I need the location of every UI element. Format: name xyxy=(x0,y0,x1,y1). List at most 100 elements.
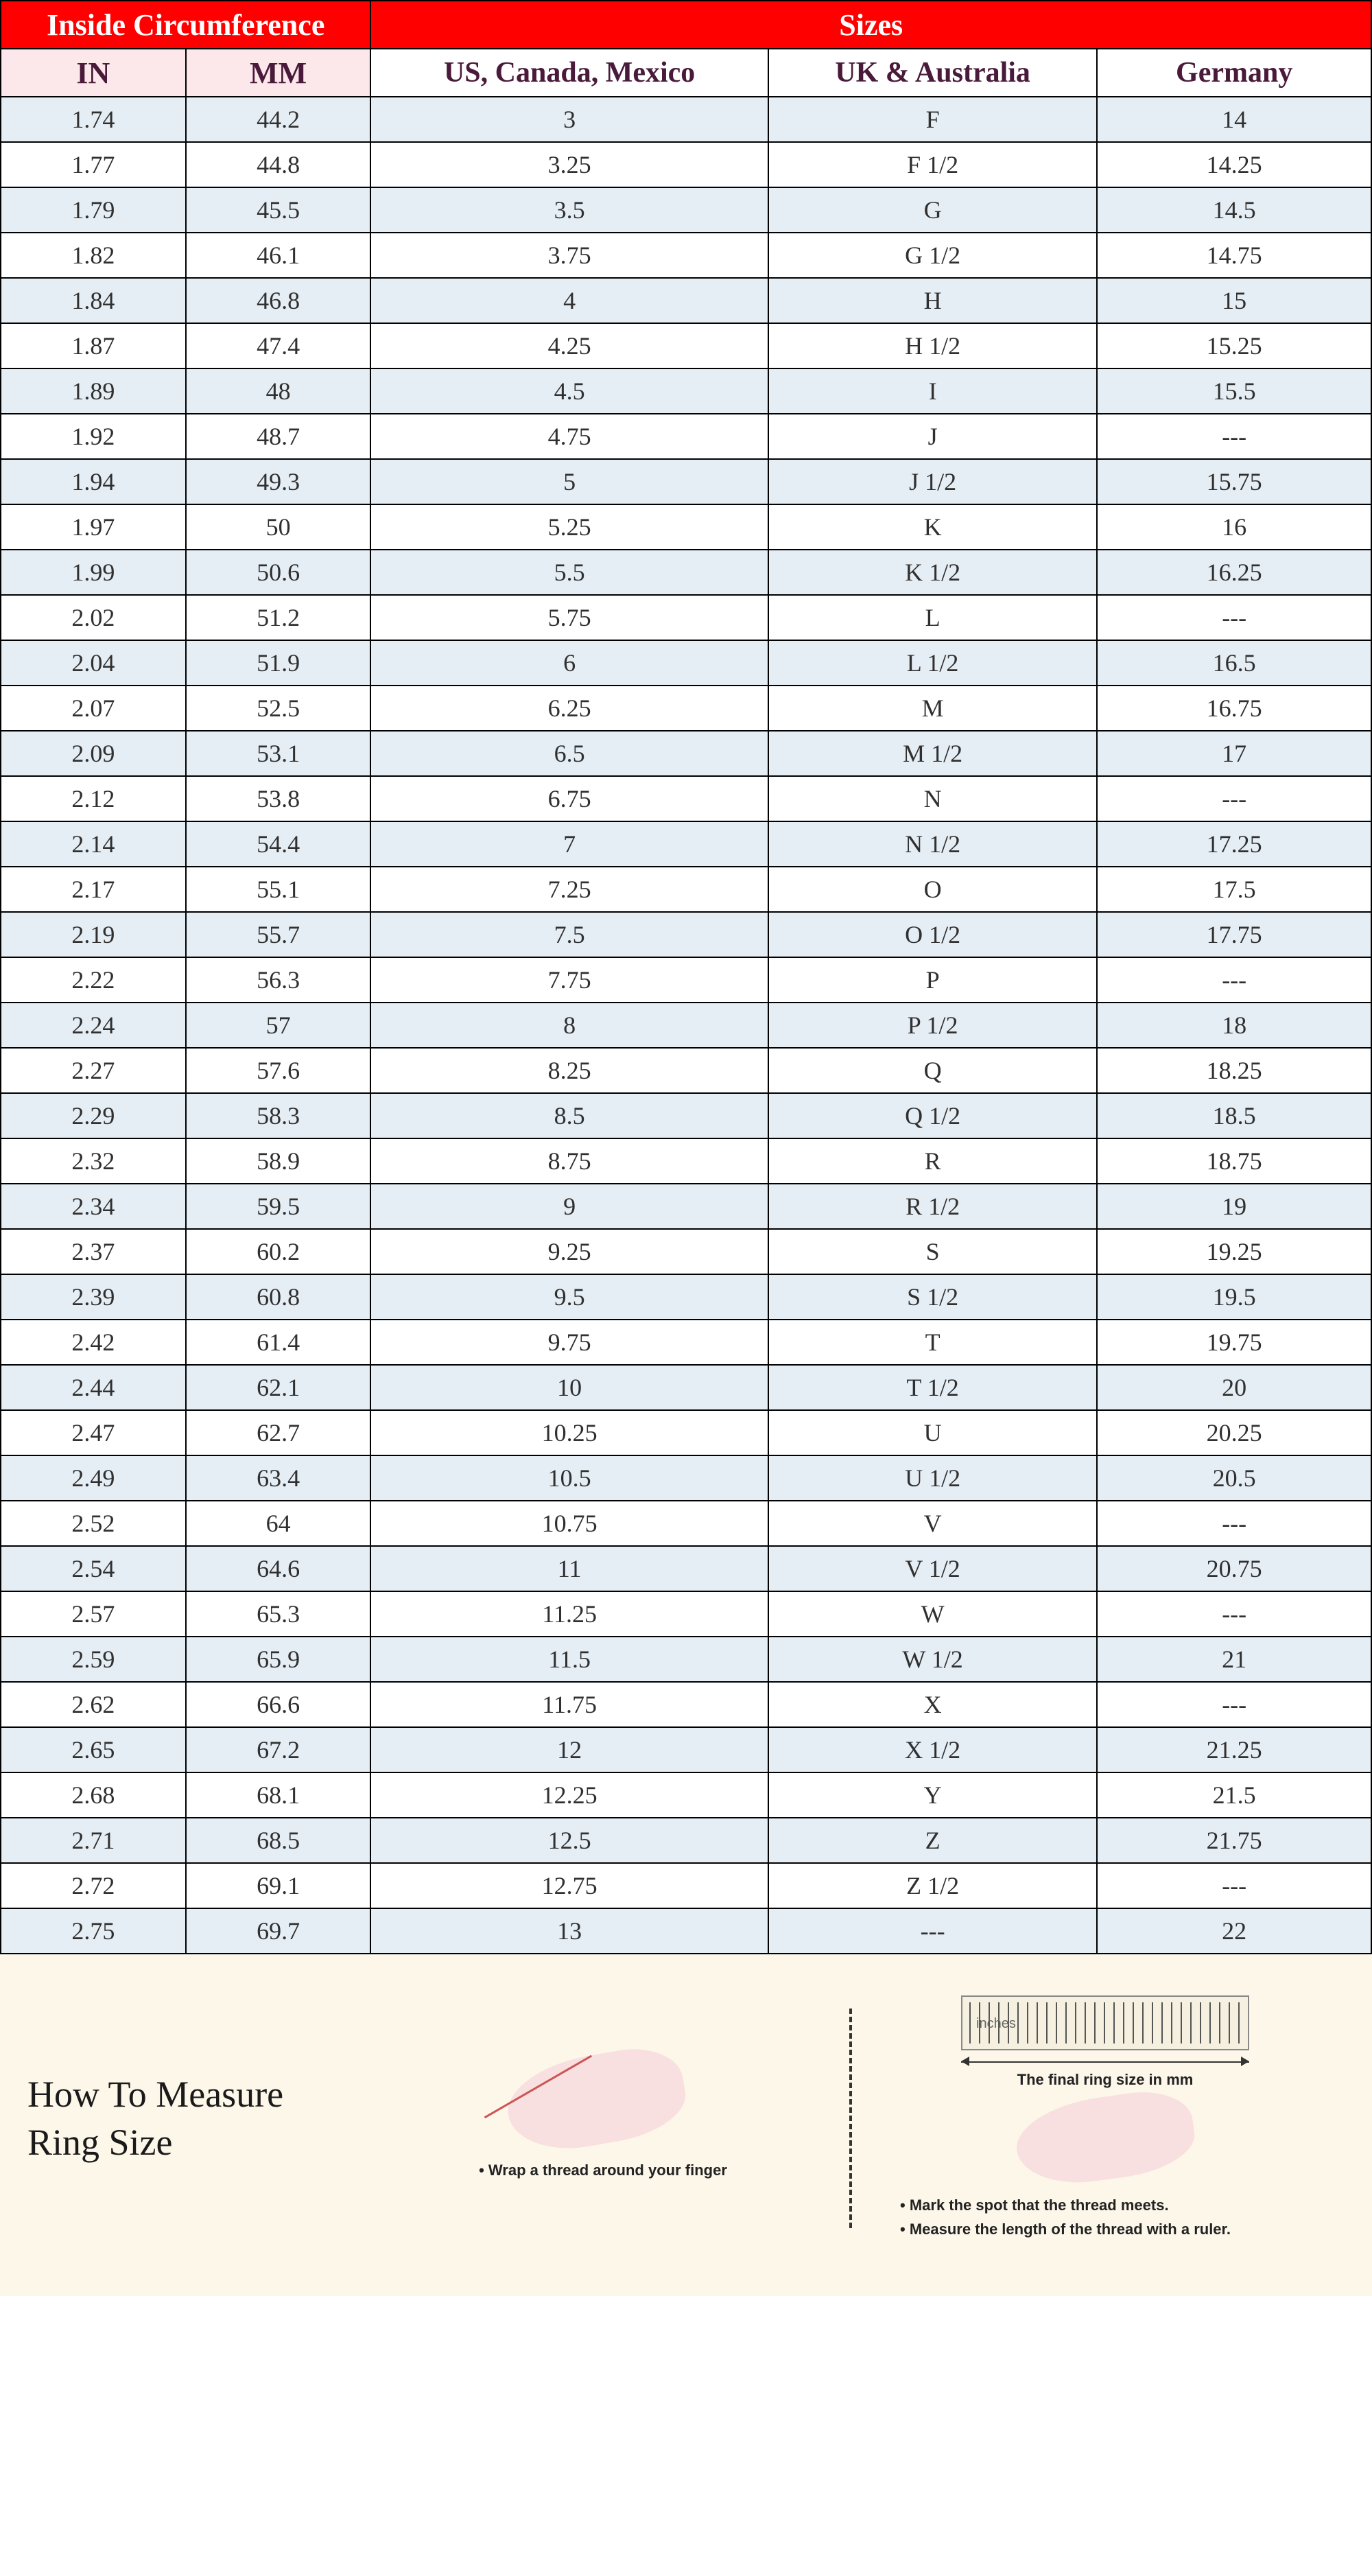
table-cell: 4.25 xyxy=(370,323,768,368)
table-header: Inside Circumference Sizes IN MM US, Can… xyxy=(1,1,1371,97)
table-cell: 57.6 xyxy=(186,1048,371,1093)
step-2-bullet-2: • Measure the length of the thread with … xyxy=(900,2217,1324,2241)
col-header-mm: MM xyxy=(186,49,371,97)
table-cell: 11.5 xyxy=(370,1637,768,1682)
table-cell: 14.75 xyxy=(1097,233,1371,278)
table-cell: W 1/2 xyxy=(768,1637,1098,1682)
table-cell: 50 xyxy=(186,504,371,550)
table-row: 2.4261.49.75T19.75 xyxy=(1,1320,1371,1365)
table-cell: 3.75 xyxy=(370,233,768,278)
table-cell: 2.17 xyxy=(1,867,186,912)
table-cell: F xyxy=(768,97,1098,142)
table-cell: T 1/2 xyxy=(768,1365,1098,1410)
footer-title: How To Measure Ring Size xyxy=(27,2070,357,2166)
table-cell: --- xyxy=(1097,957,1371,1003)
table-cell: 14.5 xyxy=(1097,187,1371,233)
table-cell: 8 xyxy=(370,1003,768,1048)
table-cell: 21.25 xyxy=(1097,1727,1371,1772)
how-to-measure-section: How To Measure Ring Size • Wrap a thread… xyxy=(0,1954,1372,2296)
table-cell: 20.25 xyxy=(1097,1410,1371,1455)
table-cell: 2.29 xyxy=(1,1093,186,1138)
table-cell: 48.7 xyxy=(186,414,371,459)
table-cell: 2.22 xyxy=(1,957,186,1003)
table-cell: 19.75 xyxy=(1097,1320,1371,1365)
table-cell: 62.1 xyxy=(186,1365,371,1410)
table-cell: 51.9 xyxy=(186,640,371,686)
table-cell: 6 xyxy=(370,640,768,686)
table-cell: 8.75 xyxy=(370,1138,768,1184)
table-cell: 7 xyxy=(370,821,768,867)
table-cell: 20.75 xyxy=(1097,1546,1371,1591)
table-cell: 1.87 xyxy=(1,323,186,368)
table-cell: G 1/2 xyxy=(768,233,1098,278)
table-row: 1.89484.5I15.5 xyxy=(1,368,1371,414)
table-row: 2.2958.38.5Q 1/218.5 xyxy=(1,1093,1371,1138)
table-cell: 55.7 xyxy=(186,912,371,957)
table-row: 2.6266.611.75X--- xyxy=(1,1682,1371,1727)
step-2: inches The final ring size in mm • Mark … xyxy=(866,1995,1345,2241)
table-cell: 1.99 xyxy=(1,550,186,595)
table-cell: 22 xyxy=(1097,1908,1371,1954)
table-cell: 1.74 xyxy=(1,97,186,142)
table-cell: 9.25 xyxy=(370,1229,768,1274)
table-cell: I xyxy=(768,368,1098,414)
table-cell: S 1/2 xyxy=(768,1274,1098,1320)
table-cell: --- xyxy=(1097,414,1371,459)
table-cell: 19.5 xyxy=(1097,1274,1371,1320)
table-cell: 12.75 xyxy=(370,1863,768,1908)
table-cell: O xyxy=(768,867,1098,912)
table-cell: W xyxy=(768,1591,1098,1637)
table-cell: 65.9 xyxy=(186,1637,371,1682)
table-cell: 21 xyxy=(1097,1637,1371,1682)
table-cell: 1.79 xyxy=(1,187,186,233)
table-cell: 10 xyxy=(370,1365,768,1410)
table-cell: 2.52 xyxy=(1,1501,186,1546)
table-row: 2.1955.77.5O 1/217.75 xyxy=(1,912,1371,957)
table-cell: 45.5 xyxy=(186,187,371,233)
table-cell: J 1/2 xyxy=(768,459,1098,504)
table-cell: 66.6 xyxy=(186,1682,371,1727)
table-cell: 2.54 xyxy=(1,1546,186,1591)
ring-size-table: Inside Circumference Sizes IN MM US, Can… xyxy=(0,0,1372,1954)
table-row: 1.7945.53.5G14.5 xyxy=(1,187,1371,233)
table-cell: 15.25 xyxy=(1097,323,1371,368)
table-cell: 1.84 xyxy=(1,278,186,323)
table-cell: 4.75 xyxy=(370,414,768,459)
table-cell: 57 xyxy=(186,1003,371,1048)
table-row: 1.7744.83.25F 1/214.25 xyxy=(1,142,1371,187)
table-row: 2.7569.713---22 xyxy=(1,1908,1371,1954)
table-cell: 11 xyxy=(370,1546,768,1591)
table-cell: 4 xyxy=(370,278,768,323)
table-cell: Z xyxy=(768,1818,1098,1863)
table-cell: 2.71 xyxy=(1,1818,186,1863)
table-row: 2.4963.410.5U 1/220.5 xyxy=(1,1455,1371,1501)
table-cell: 48 xyxy=(186,368,371,414)
table-cell: G xyxy=(768,187,1098,233)
table-cell: M 1/2 xyxy=(768,731,1098,776)
table-cell: 9.75 xyxy=(370,1320,768,1365)
table-cell: 15.5 xyxy=(1097,368,1371,414)
table-row: 2.2757.68.25Q18.25 xyxy=(1,1048,1371,1093)
table-cell: --- xyxy=(1097,1863,1371,1908)
col-header-in: IN xyxy=(1,49,186,97)
table-row: 2.6868.112.25Y21.5 xyxy=(1,1772,1371,1818)
table-cell: 5.75 xyxy=(370,595,768,640)
table-cell: N xyxy=(768,776,1098,821)
table-row: 2.5464.611V 1/220.75 xyxy=(1,1546,1371,1591)
table-row: 1.8446.84H15 xyxy=(1,278,1371,323)
table-row: 2.526410.75V--- xyxy=(1,1501,1371,1546)
step-divider xyxy=(849,2009,852,2228)
table-cell: 17.75 xyxy=(1097,912,1371,957)
table-cell: 18 xyxy=(1097,1003,1371,1048)
table-cell: 58.3 xyxy=(186,1093,371,1138)
table-cell: 2.19 xyxy=(1,912,186,957)
table-cell: Z 1/2 xyxy=(768,1863,1098,1908)
table-row: 2.1253.86.75N--- xyxy=(1,776,1371,821)
table-row: 2.4762.710.25U20.25 xyxy=(1,1410,1371,1455)
header-group-circumference: Inside Circumference xyxy=(1,1,370,49)
table-row: 2.3459.59R 1/219 xyxy=(1,1184,1371,1229)
table-cell: 12.5 xyxy=(370,1818,768,1863)
table-cell: 20 xyxy=(1097,1365,1371,1410)
table-cell: 2.14 xyxy=(1,821,186,867)
table-cell: L 1/2 xyxy=(768,640,1098,686)
